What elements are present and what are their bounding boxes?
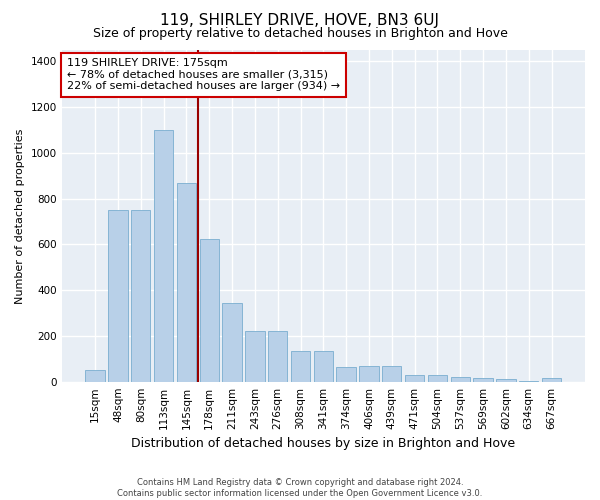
Text: Contains HM Land Registry data © Crown copyright and database right 2024.
Contai: Contains HM Land Registry data © Crown c… [118,478,482,498]
Bar [154,130,173,382]
Bar [200,238,219,382]
Text: 119, SHIRLEY DRIVE, HOVE, BN3 6UJ: 119, SHIRLEY DRIVE, HOVE, BN3 6UJ [161,12,439,28]
Text: 119 SHIRLEY DRIVE: 175sqm
← 78% of detached houses are smaller (3,315)
22% of se: 119 SHIRLEY DRIVE: 175sqm ← 78% of detac… [67,58,340,92]
Bar [245,332,265,382]
Bar [85,370,105,382]
Bar [337,367,356,382]
Bar [428,375,447,382]
Bar [542,378,561,382]
Bar [177,182,196,382]
Bar [291,351,310,382]
Bar [451,377,470,382]
Text: Size of property relative to detached houses in Brighton and Hove: Size of property relative to detached ho… [92,28,508,40]
Bar [223,303,242,382]
Bar [359,366,379,382]
Bar [268,332,287,382]
Bar [131,210,151,382]
Bar [108,210,128,382]
Bar [473,378,493,382]
Bar [405,375,424,382]
Bar [496,380,515,382]
X-axis label: Distribution of detached houses by size in Brighton and Hove: Distribution of detached houses by size … [131,437,515,450]
Bar [519,380,538,382]
Y-axis label: Number of detached properties: Number of detached properties [15,128,25,304]
Bar [314,351,333,382]
Bar [382,366,401,382]
